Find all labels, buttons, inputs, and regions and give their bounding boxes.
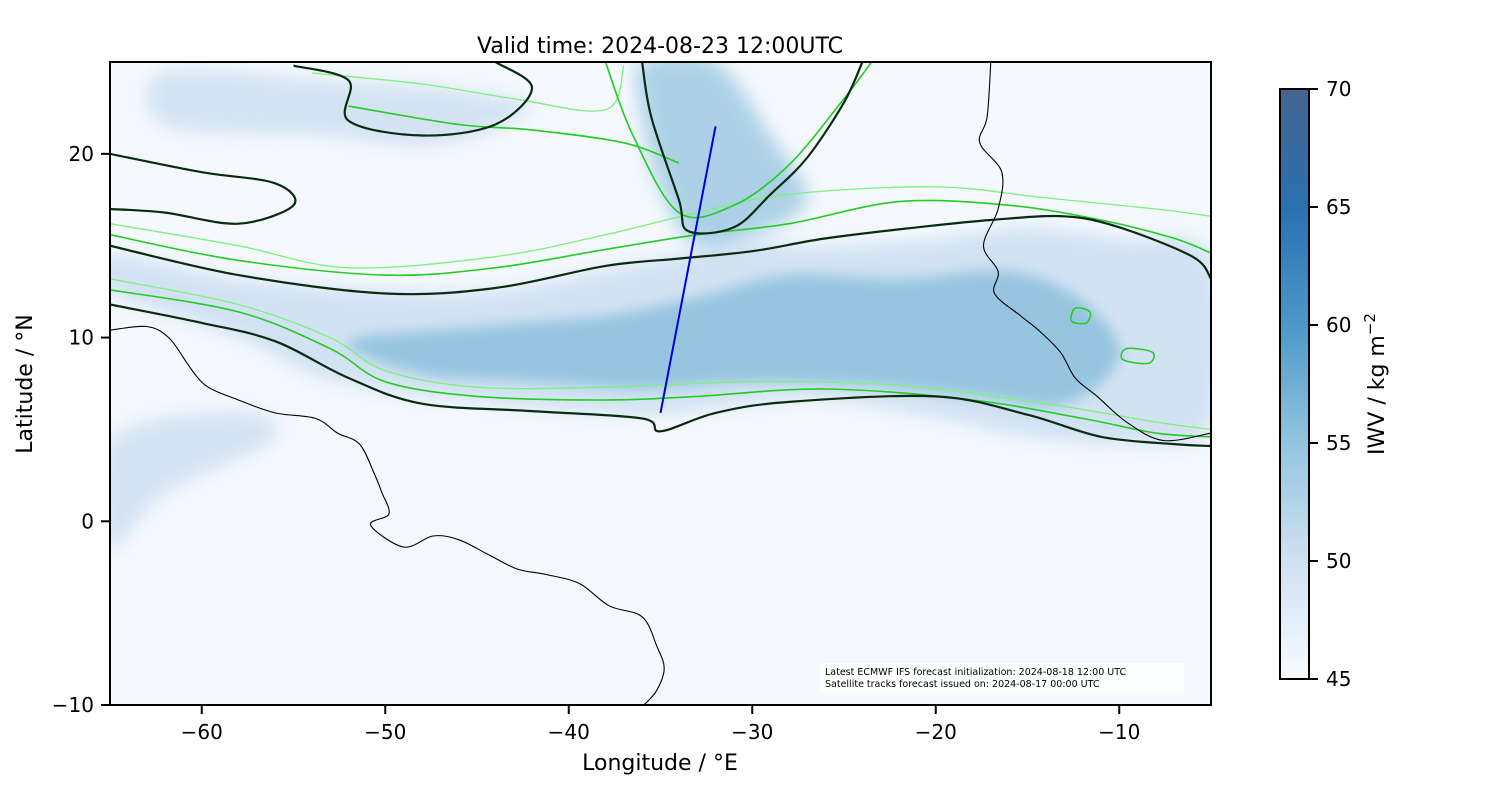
forecast-annotation: Latest ECMWF IFS forecast initialization… [820,663,1184,693]
colorbar-tick-label: 45 [1326,667,1351,691]
island-contour-green-0 [1070,307,1092,325]
x-tick-label: −30 [731,720,773,744]
iwv-contour-dark-2 [641,62,864,235]
colorbar-tick-label: 60 [1326,313,1351,337]
colorbar-label-exponent: −2 [1361,313,1379,335]
y-tick-label: 20 [69,142,94,166]
x-tick-label: −50 [364,720,406,744]
iwv-contour-dark-1 [110,303,1211,448]
iwv-contour-dark-3 [110,152,297,225]
x-tick-label: −40 [548,720,590,744]
colorbar-tick-label: 70 [1326,77,1351,101]
colorbar-bar [1279,88,1310,680]
map-layers [110,62,1211,705]
coastline-caribbean [110,325,188,364]
map-area [109,61,1212,706]
iwv-contour-dark-0 [110,214,1211,296]
annotation-line-2: Satellite tracks forecast issued on: 202… [825,679,1100,690]
x-axis-label: Longitude / °E [582,751,738,776]
y-tick-label: 10 [69,326,94,350]
iwv-field-northwest [145,68,533,146]
y-axis-label: Latitude / °N [13,314,38,453]
iwv-field-core [347,270,1120,406]
iwv-contour-light-2 [311,65,625,112]
iwv-contour-light-0 [110,186,1211,269]
iwv-contour-green-3 [348,105,680,164]
x-tick-label: −10 [1098,720,1140,744]
iwv-contour-light-1 [110,278,1211,431]
colorbar-tick-label: 65 [1326,195,1351,219]
colorbar: 45 50 55 60 65 70 IWV / kg m−2 [1279,77,1390,691]
iwv-contour-dark-4 [293,62,534,137]
coastline-africa [978,62,1211,442]
x-tick-label: −60 [181,720,223,744]
map-frame [109,61,1212,706]
colorbar-ticks: 45 50 55 60 65 70 [1309,77,1351,691]
annotation-line-1: Latest ECMWF IFS forecast initialization… [825,667,1126,678]
colorbar-tick-label: 55 [1326,431,1351,455]
iwv-contour-green-1 [110,289,1211,438]
x-tick-label: −20 [915,720,957,744]
island-contour-green-1 [1120,347,1155,365]
colorbar-label-main: IWV / kg m [1365,335,1390,455]
colorbar-tick-label: 50 [1326,549,1351,573]
colorbar-label: IWV / kg m−2 [1361,313,1390,455]
y-axis-ticks: −10 0 10 20 [52,142,110,717]
iwv-field-southwest [110,411,279,550]
satellite-track [659,126,717,414]
annotation-box [820,663,1184,693]
coastline-south-america [186,362,665,705]
y-tick-label: −10 [52,693,94,717]
x-axis-ticks: −60 −50 −40 −30 −20 −10 [181,705,1140,744]
iwv-contour-green-2 [604,62,873,219]
y-tick-label: 0 [81,509,94,533]
map-title: Valid time: 2024-08-23 12:00UTC [477,34,843,59]
